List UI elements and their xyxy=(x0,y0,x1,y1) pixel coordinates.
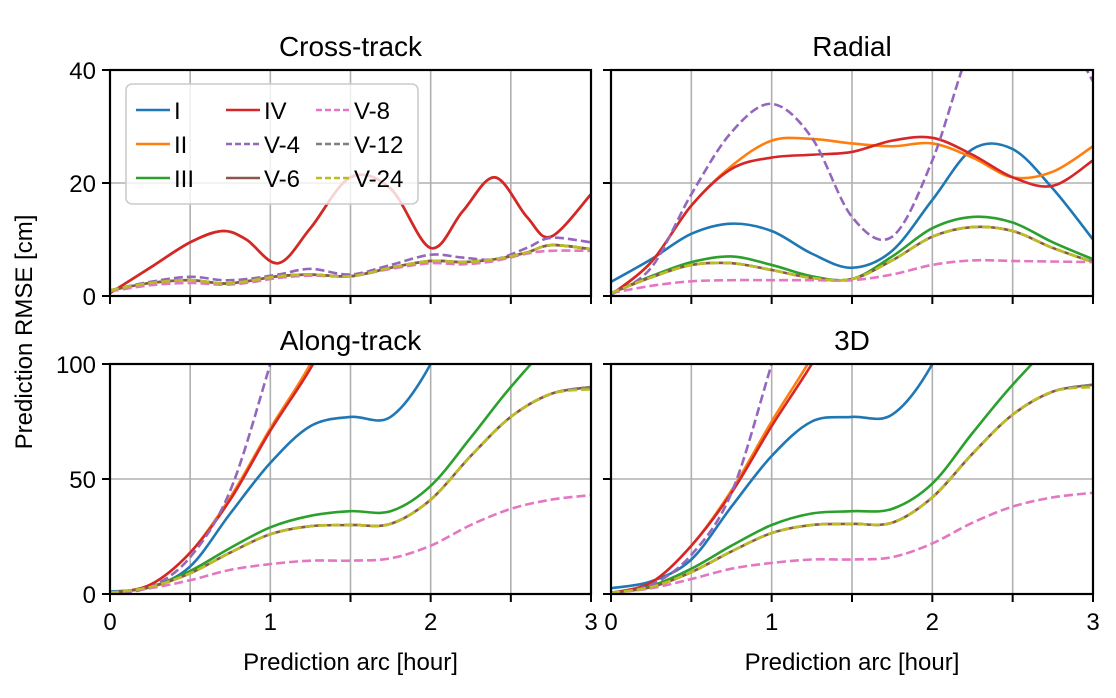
x-axis-label: Prediction arc [hour] xyxy=(745,649,960,676)
series-line-i xyxy=(611,364,934,590)
x-tick-label: 1 xyxy=(264,609,277,636)
legend-label: III xyxy=(174,166,194,193)
x-tick-label: 2 xyxy=(424,609,437,636)
series-group xyxy=(611,70,1093,296)
legend-entry-iv: IV xyxy=(226,98,287,125)
series-group xyxy=(110,364,591,594)
panel-radial: Radial xyxy=(603,31,1095,304)
panel-3d: 0 1 2 3 3D Prediction arc [hour] xyxy=(603,325,1100,676)
series-line-i xyxy=(110,364,433,593)
panel-along-track: 0 1 2 3 0 50 100 Along-track Prediction arc [hou… xyxy=(56,325,598,676)
series-line-v-4 xyxy=(611,364,774,594)
x-tick-label: 3 xyxy=(1086,609,1099,636)
series-line-iv xyxy=(611,364,814,594)
y-tick-label: 40 xyxy=(69,58,96,85)
x-tick-label: 1 xyxy=(765,609,778,636)
series-group xyxy=(110,173,591,295)
x-tick-label: 0 xyxy=(604,609,617,636)
series-group xyxy=(611,364,1093,594)
legend-label: V-4 xyxy=(264,132,300,159)
y-tick-label: 20 xyxy=(69,171,96,198)
legend-entry-v-6: V-6 xyxy=(226,166,300,193)
panel-title: 3D xyxy=(834,325,870,356)
panel-title: Cross-track xyxy=(279,31,423,62)
panel-title: Radial xyxy=(812,31,891,62)
legend-label: V-6 xyxy=(264,166,300,193)
series-line-v-24 xyxy=(611,225,1093,295)
y-tick-label: 100 xyxy=(56,352,96,379)
x-tick-label: 0 xyxy=(103,609,116,636)
legend-entry-v-4: V-4 xyxy=(226,132,300,159)
y-axis-label: Prediction RMSE [cm] xyxy=(11,215,38,450)
legend-entry-iii: III xyxy=(136,166,194,193)
series-line-i xyxy=(611,142,1093,284)
series-line-iv xyxy=(611,135,1093,296)
legend-entry-ii: II xyxy=(136,132,187,159)
legend-box xyxy=(125,83,419,205)
y-tick-label: 50 xyxy=(69,467,96,494)
legend-label: I xyxy=(174,98,181,125)
series-line-v-24 xyxy=(110,388,591,594)
y-tick-label: 0 xyxy=(83,582,96,609)
series-line-v-24 xyxy=(611,385,1093,594)
panels: 02040Cross-trackIIIIIIIVV-4V-6V-8V-12V-2… xyxy=(56,31,1100,676)
series-line-v-4 xyxy=(611,70,1093,296)
series-line-v-24 xyxy=(110,243,591,292)
series-line-v-8 xyxy=(611,491,1093,594)
legend-label: II xyxy=(174,132,187,159)
legend-label: V-24 xyxy=(354,166,403,193)
series-line-v-4 xyxy=(110,236,591,292)
series-line-v-4 xyxy=(110,364,272,594)
legend-entry-v-12: V-12 xyxy=(316,132,403,159)
series-line-iii xyxy=(611,364,1034,594)
x-tick-label: 3 xyxy=(584,609,597,636)
series-line-iv xyxy=(110,364,315,594)
legend-entry-i: I xyxy=(136,98,181,125)
legend-entry-v-24: V-24 xyxy=(316,166,403,193)
y-tick-label: 0 xyxy=(83,284,96,311)
x-tick-label: 2 xyxy=(926,609,939,636)
legend-label: V-8 xyxy=(354,98,390,125)
series-line-v-8 xyxy=(110,493,591,594)
legend-label: IV xyxy=(264,98,287,125)
series-line-iii xyxy=(110,364,533,594)
panel-title: Along-track xyxy=(280,325,423,356)
legend-label: V-12 xyxy=(354,132,403,159)
x-axis-label: Prediction arc [hour] xyxy=(243,649,458,676)
legend-entry-v-8: V-8 xyxy=(316,98,390,125)
panel-cross-track: 02040Cross-trackIIIIIIIVV-4V-6V-8V-12V-2… xyxy=(69,31,593,311)
